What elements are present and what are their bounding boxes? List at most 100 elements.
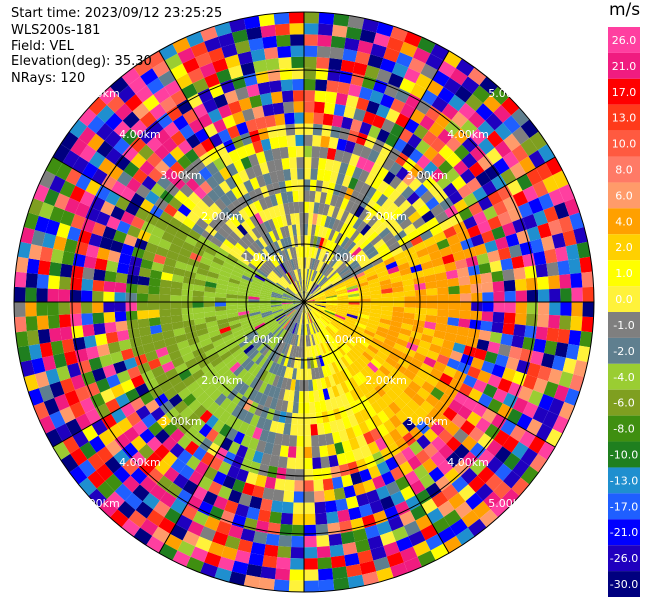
- gate-cell: [353, 108, 367, 122]
- gate-cell: [54, 193, 70, 211]
- gate-cell: [478, 329, 492, 342]
- gate-cell: [203, 296, 215, 302]
- gate-cell: [511, 441, 529, 460]
- gate-cell: [88, 96, 107, 116]
- gate-cell: [110, 239, 124, 253]
- gate-cell: [170, 288, 182, 296]
- gate-cell: [283, 490, 295, 503]
- gate-cell: [232, 111, 246, 125]
- gate-cell: [101, 174, 117, 191]
- gate-cell: [294, 281, 301, 292]
- gate-cell: [301, 246, 304, 258]
- gate-cell: [301, 302, 304, 314]
- gate-cell: [520, 465, 539, 485]
- gate-cell: [301, 335, 304, 347]
- gate-cell: [250, 48, 266, 62]
- gate-cell: [121, 442, 139, 459]
- gate-cell: [288, 309, 297, 319]
- gate-cell: [214, 567, 232, 583]
- gate-cell: [77, 359, 92, 375]
- gate-cell: [369, 388, 382, 402]
- gate-cell: [159, 380, 174, 394]
- gate-cell: [445, 436, 462, 452]
- gate-cell: [305, 279, 309, 292]
- gate-cell: [205, 276, 218, 284]
- gate-cell: [222, 475, 237, 490]
- gate-cell: [236, 468, 249, 483]
- gate-cell: [270, 298, 282, 301]
- gate-cell: [241, 108, 255, 122]
- gate-cell: [278, 203, 286, 216]
- gate-cell: [191, 157, 206, 172]
- gate-cell: [328, 374, 336, 387]
- gate-cell: [367, 124, 382, 139]
- gate-cell: [121, 458, 139, 476]
- gate-cell: [265, 533, 280, 547]
- gate-cell: [361, 571, 380, 586]
- gate-cell: [266, 320, 277, 329]
- gate-cell: [420, 63, 438, 80]
- gate-cell: [372, 510, 388, 525]
- gate-cell: [322, 203, 330, 216]
- gate-cell: [214, 197, 227, 211]
- gate-cell: [376, 410, 390, 424]
- gate-cell: [431, 491, 449, 508]
- gate-cell: [185, 177, 200, 192]
- gate-cell: [434, 189, 449, 204]
- gate-cell: [132, 420, 148, 436]
- gate-cell: [248, 302, 260, 305]
- gate-cell: [429, 223, 444, 237]
- gate-cell: [370, 545, 387, 561]
- gate-cell: [423, 161, 439, 176]
- gate-cell: [449, 518, 468, 536]
- gate-cell: [284, 248, 291, 261]
- gate-cell: [425, 533, 444, 551]
- gate-cell: [295, 134, 304, 147]
- gate-cell: [307, 368, 313, 380]
- gate-cell: [333, 487, 346, 501]
- gate-cell: [173, 327, 186, 337]
- gate-cell: [322, 478, 334, 491]
- gate-cell: [337, 295, 349, 299]
- gate-cell: [328, 533, 343, 547]
- gate-cell: [326, 511, 339, 524]
- gate-cell: [395, 423, 410, 438]
- gate-cell: [477, 120, 495, 138]
- gate-cell: [248, 296, 260, 300]
- gate-cell: [103, 302, 115, 313]
- gate-cell: [453, 459, 470, 477]
- gate-cell: [259, 307, 272, 312]
- gate-cell: [69, 119, 88, 139]
- gate-cell: [246, 26, 263, 41]
- gate-cell: [304, 299, 315, 302]
- gate-cell: [265, 318, 276, 327]
- colorbar-tick-label: -13.0: [610, 474, 638, 487]
- gate-cell: [270, 304, 282, 308]
- gate-cell: [430, 203, 445, 217]
- gate-cell: [281, 297, 294, 301]
- gate-cell: [381, 288, 393, 294]
- gate-cell: [487, 215, 502, 231]
- gate-cell: [436, 353, 450, 366]
- gate-cell: [279, 146, 289, 159]
- gate-cell: [296, 424, 304, 436]
- gate-cell: [271, 338, 280, 349]
- gate-cell: [234, 40, 251, 55]
- gate-cell: [468, 426, 485, 443]
- gate-cell: [526, 418, 543, 436]
- gate-cell: [359, 468, 372, 483]
- gate-cell: [366, 489, 380, 504]
- gate-cell: [85, 346, 100, 360]
- gate-cell: [293, 390, 300, 403]
- gate-cell: [272, 205, 281, 218]
- gate-cell: [25, 287, 37, 302]
- gate-cell: [216, 520, 232, 536]
- gate-cell: [458, 207, 473, 221]
- gate-cell: [195, 374, 209, 387]
- gate-cell: [177, 169, 193, 184]
- gate-cell: [254, 474, 267, 488]
- gate-cell: [475, 483, 494, 501]
- gate-cell: [300, 268, 303, 280]
- gate-cell: [390, 207, 404, 220]
- gate-cell: [513, 324, 526, 337]
